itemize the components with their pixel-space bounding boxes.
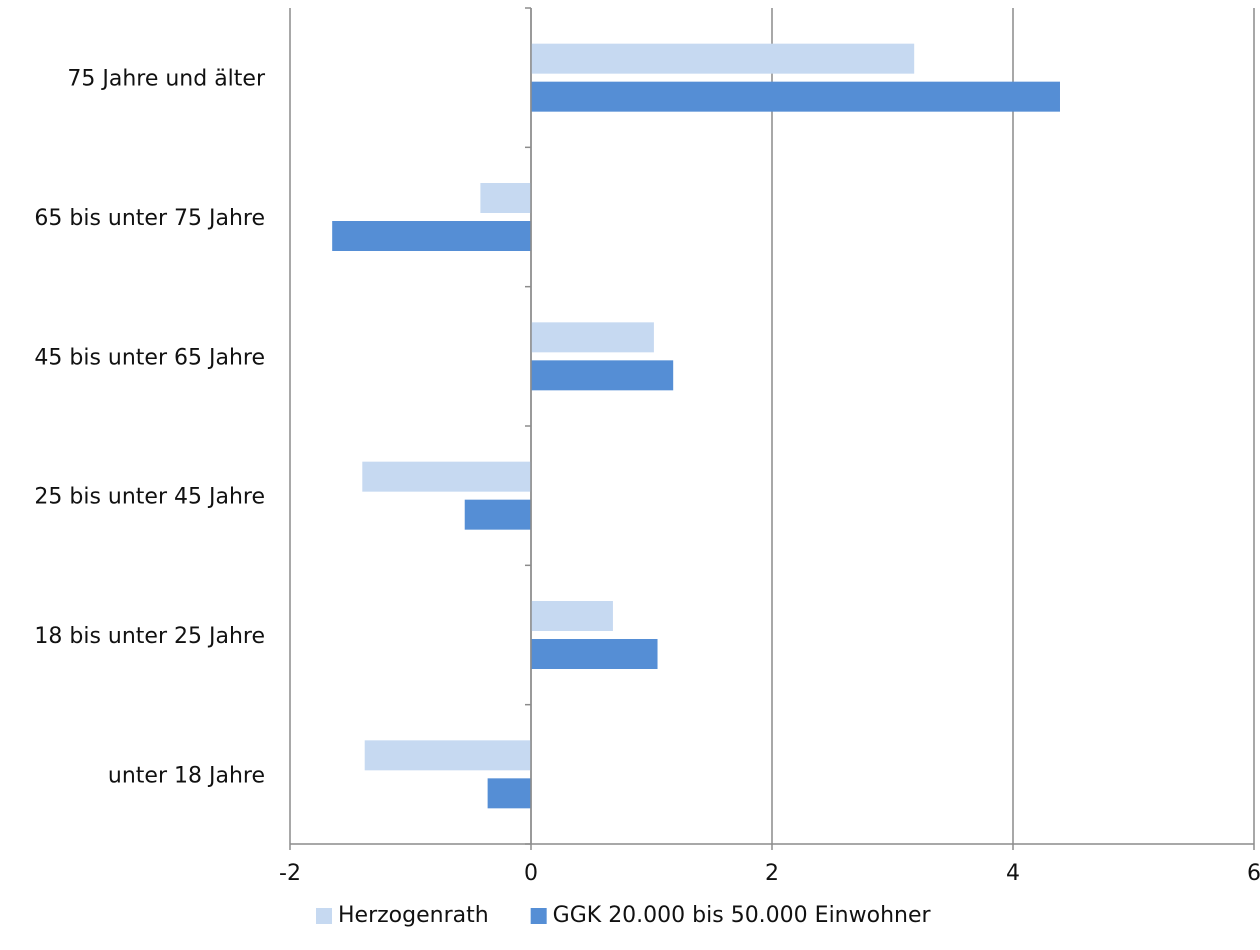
bar-herzogenrath-2 [531,322,654,353]
category-label: unter 18 Jahre [108,763,265,788]
x-tick-label: 4 [1006,861,1020,886]
category-label: 45 bis unter 65 Jahre [34,345,265,370]
category-label: 25 bis unter 45 Jahre [34,485,265,510]
category-label: 65 bis unter 75 Jahre [34,206,265,231]
bar-herzogenrath-3 [362,461,531,492]
bar-herzogenrath-0 [531,43,915,74]
bar-ggk-3 [464,499,531,530]
bar-ggk-5 [487,778,531,809]
legend-swatch-1 [530,908,547,924]
legend-label-1: GGK 20.000 bis 50.000 Einwohner [553,903,932,928]
bar-herzogenrath-1 [480,183,531,213]
x-tick-label: 6 [1247,861,1260,886]
bar-herzogenrath-5 [364,740,531,771]
x-tick-label: 2 [765,861,779,886]
x-tick-label: -2 [279,861,301,886]
legend-label-0: Herzogenrath [338,903,489,928]
bar-ggk-0 [531,81,1060,112]
bar-ggk-4 [531,639,658,669]
category-label: 18 bis unter 25 Jahre [34,624,265,649]
label-layer: -2 0 2 4 6 75 Jahre und älter 65 bis unter 75 … [34,67,1260,886]
bar-layer [332,43,1060,809]
x-tick-label: 0 [524,861,538,886]
bar-herzogenrath-4 [531,601,613,631]
bar-ggk-1 [332,221,531,251]
axis-layer [289,7,1255,850]
legend-swatch-0 [316,908,332,924]
grid-layer [289,8,1255,844]
legend: Herzogenrath GGK 20.000 bis 50.000 Einwoh… [316,903,931,928]
category-label: 75 Jahre und älter [67,67,266,92]
bar-ggk-2 [531,360,674,391]
